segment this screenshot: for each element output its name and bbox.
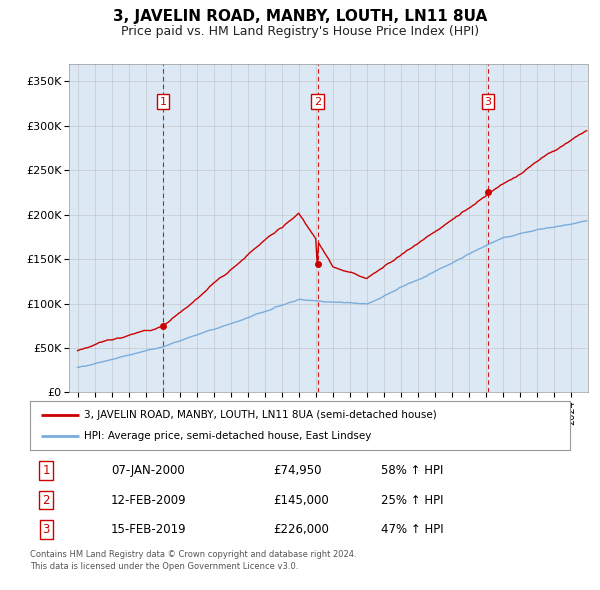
Text: 3, JAVELIN ROAD, MANBY, LOUTH, LN11 8UA (semi-detached house): 3, JAVELIN ROAD, MANBY, LOUTH, LN11 8UA …	[84, 409, 437, 419]
Text: £145,000: £145,000	[273, 493, 329, 507]
Text: 12-FEB-2009: 12-FEB-2009	[111, 493, 187, 507]
Text: 3: 3	[484, 97, 491, 107]
Text: Price paid vs. HM Land Registry's House Price Index (HPI): Price paid vs. HM Land Registry's House …	[121, 25, 479, 38]
Text: 15-FEB-2019: 15-FEB-2019	[111, 523, 187, 536]
Text: 25% ↑ HPI: 25% ↑ HPI	[381, 493, 443, 507]
Text: 1: 1	[43, 464, 50, 477]
Text: 47% ↑ HPI: 47% ↑ HPI	[381, 523, 443, 536]
Text: 1: 1	[160, 97, 166, 107]
Text: HPI: Average price, semi-detached house, East Lindsey: HPI: Average price, semi-detached house,…	[84, 431, 371, 441]
Text: Contains HM Land Registry data © Crown copyright and database right 2024.
This d: Contains HM Land Registry data © Crown c…	[30, 550, 356, 571]
Text: 3: 3	[43, 523, 50, 536]
Text: 3, JAVELIN ROAD, MANBY, LOUTH, LN11 8UA: 3, JAVELIN ROAD, MANBY, LOUTH, LN11 8UA	[113, 9, 487, 24]
Text: £74,950: £74,950	[273, 464, 322, 477]
Text: £226,000: £226,000	[273, 523, 329, 536]
Text: 58% ↑ HPI: 58% ↑ HPI	[381, 464, 443, 477]
Text: 2: 2	[314, 97, 322, 107]
Text: 2: 2	[43, 493, 50, 507]
Text: 07-JAN-2000: 07-JAN-2000	[111, 464, 185, 477]
